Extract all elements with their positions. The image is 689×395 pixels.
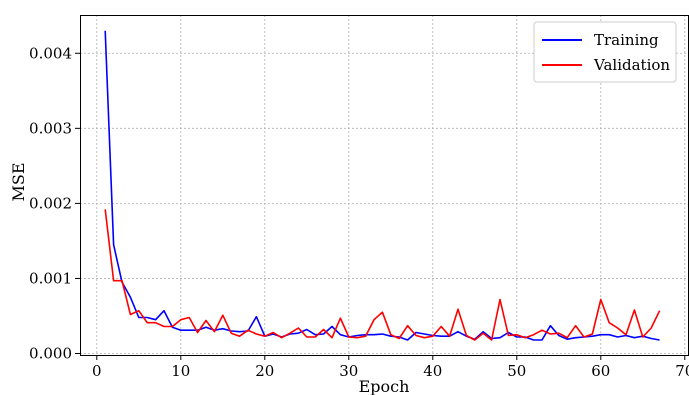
x-tick-label: 30 xyxy=(339,362,358,380)
x-tick-label: 60 xyxy=(591,362,610,380)
y-tick-label: 0.003 xyxy=(29,119,72,137)
legend: Training Validation xyxy=(533,21,677,83)
y-tick-label: 0.001 xyxy=(29,269,72,287)
y-tick-label: 0.002 xyxy=(29,194,72,212)
y-tick-label: 0.004 xyxy=(29,44,72,62)
axis-ticks: 0 10 20 30 40 50 60 70 0.000 0.001 0.002 0.003 0.004 xyxy=(29,44,689,380)
x-tick-label: 40 xyxy=(423,362,442,380)
legend-label-training: Training xyxy=(594,31,659,49)
x-tick-label: 70 xyxy=(675,362,689,380)
y-axis-title: MSE xyxy=(9,162,28,201)
x-tick-label: 0 xyxy=(92,362,102,380)
x-axis-title: Epoch xyxy=(359,377,410,395)
x-tick-label: 20 xyxy=(255,362,274,380)
gridlines xyxy=(80,15,689,355)
series-lines xyxy=(104,30,661,341)
y-tick-label: 0.000 xyxy=(29,344,72,362)
x-tick-label: 50 xyxy=(507,362,526,380)
legend-box xyxy=(533,21,677,83)
series-line-training xyxy=(104,30,660,341)
legend-label-validation: Validation xyxy=(593,56,670,74)
series-line-validation xyxy=(104,209,661,341)
x-tick-label: 10 xyxy=(171,362,190,380)
